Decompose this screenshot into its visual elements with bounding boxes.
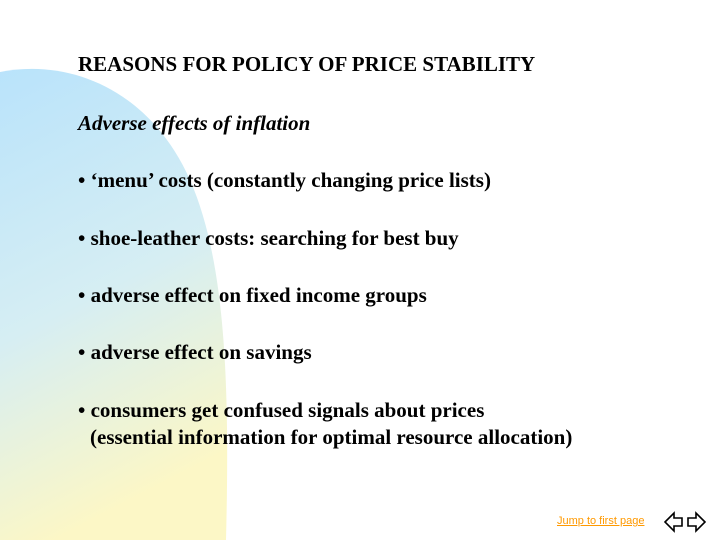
slide-subtitle: Adverse effects of inflation bbox=[78, 111, 311, 135]
slide-title: REASONS FOR POLICY OF PRICE STABILITY bbox=[78, 52, 536, 76]
bullet-confused-signals-text: • consumers get confused signals about p… bbox=[78, 398, 485, 422]
arrow-left-icon[interactable] bbox=[664, 511, 684, 533]
bullet-confused-signals: • consumers get confused signals about p… bbox=[78, 397, 572, 451]
bullet-confused-signals-continuation: (essential information for optimal resou… bbox=[90, 425, 573, 449]
navigation-arrows bbox=[664, 511, 706, 533]
bullet-menu-costs: • ‘menu’ costs (constantly changing pric… bbox=[78, 168, 491, 192]
bullet-shoe-leather-costs: • shoe-leather costs: searching for best… bbox=[78, 226, 459, 250]
bullet-savings: • adverse effect on savings bbox=[78, 340, 312, 364]
arrow-right-icon[interactable] bbox=[686, 511, 706, 533]
bullet-fixed-income-groups: • adverse effect on fixed income groups bbox=[78, 283, 427, 307]
jump-to-first-page-link[interactable]: Jump to first page bbox=[557, 515, 645, 527]
